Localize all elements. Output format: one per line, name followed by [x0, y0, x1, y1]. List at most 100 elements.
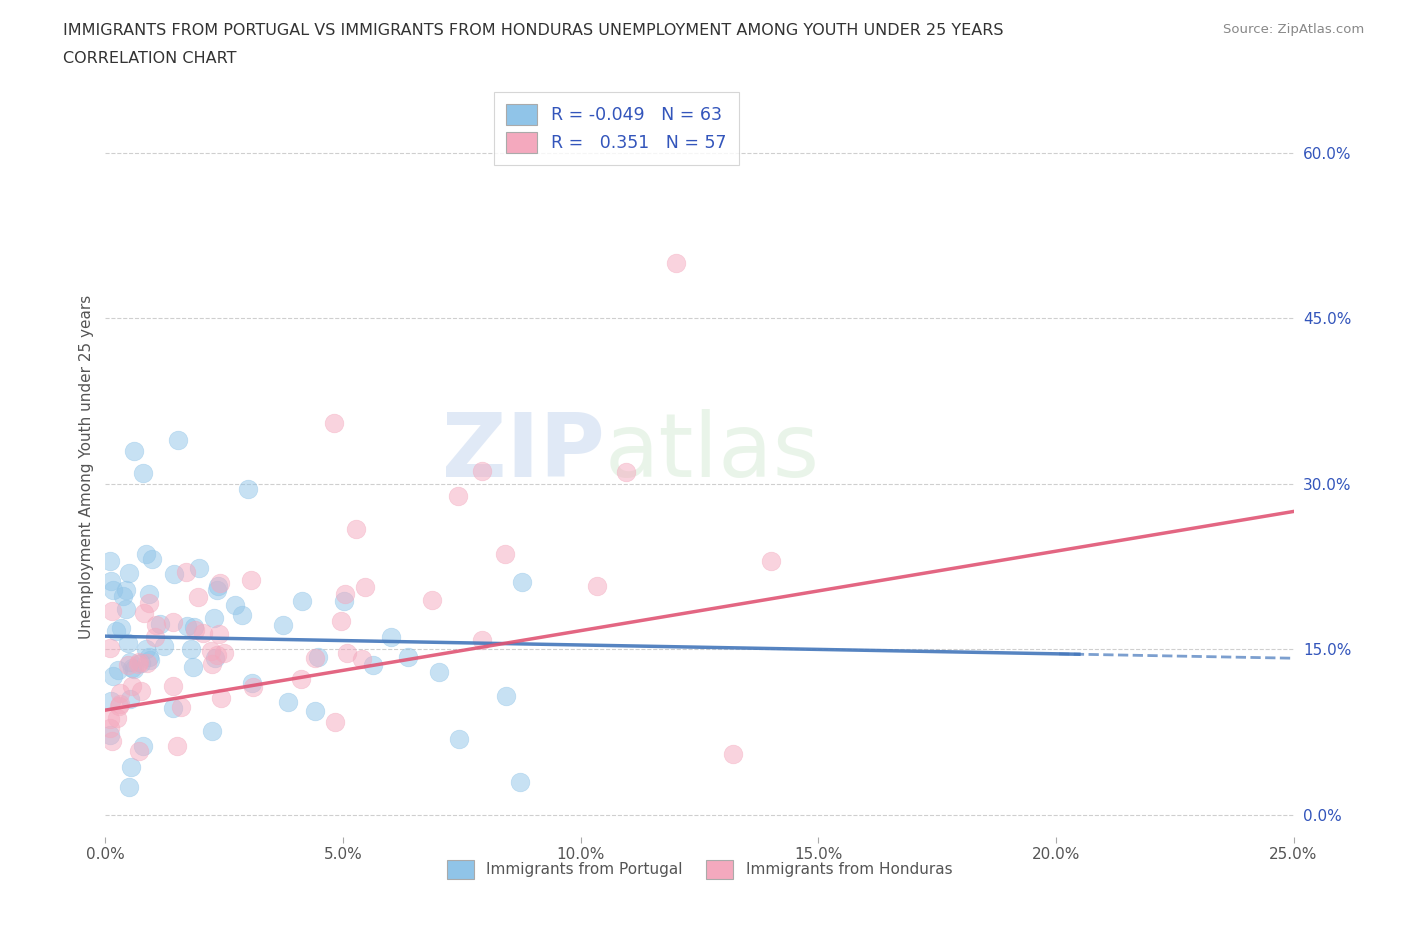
Point: [98, 553, 121, 568]
Point: [110, 621, 132, 636]
Point: [333, 593, 356, 608]
Point: [586, 579, 609, 594]
Point: [117, 658, 139, 672]
Point: [138, 650, 160, 665]
Point: [200, 656, 222, 671]
Point: [132, 605, 155, 620]
Point: [98, 641, 121, 656]
Point: [240, 676, 263, 691]
Point: [208, 576, 231, 591]
Point: [380, 629, 402, 644]
Point: [352, 652, 374, 667]
Point: [240, 572, 263, 587]
Point: [162, 615, 184, 630]
Text: Source: ZipAtlas.com: Source: ZipAtlas.com: [1223, 23, 1364, 36]
Point: [325, 715, 347, 730]
Point: [191, 626, 214, 641]
Point: [322, 416, 344, 431]
Point: [100, 734, 122, 749]
Point: [447, 488, 470, 503]
Point: [495, 689, 517, 704]
Point: [108, 698, 131, 713]
Point: [121, 661, 143, 676]
Point: [204, 650, 226, 665]
Point: [114, 583, 136, 598]
Point: [184, 622, 207, 637]
Point: [224, 597, 246, 612]
Point: [132, 465, 155, 480]
Point: [98, 711, 121, 726]
Point: [135, 642, 157, 657]
Point: [329, 613, 352, 628]
Point: [236, 482, 259, 497]
Point: [188, 560, 211, 575]
Point: [138, 595, 160, 610]
Point: [170, 699, 193, 714]
Point: [721, 747, 744, 762]
Point: [139, 653, 162, 668]
Point: [208, 627, 231, 642]
Point: [183, 619, 205, 634]
Y-axis label: Unemployment Among Youth under 25 years: Unemployment Among Youth under 25 years: [79, 295, 94, 640]
Point: [304, 704, 326, 719]
Point: [209, 691, 232, 706]
Point: [127, 657, 149, 671]
Point: [162, 700, 184, 715]
Point: [112, 589, 135, 604]
Point: [132, 738, 155, 753]
Text: IMMIGRANTS FROM PORTUGAL VS IMMIGRANTS FROM HONDURAS UNEMPLOYMENT AMONG YOUTH UN: IMMIGRANTS FROM PORTUGAL VS IMMIGRANTS F…: [63, 23, 1004, 38]
Point: [129, 684, 152, 698]
Point: [242, 679, 264, 694]
Point: [187, 590, 209, 604]
Point: [205, 648, 228, 663]
Legend: Immigrants from Portugal, Immigrants from Honduras: Immigrants from Portugal, Immigrants fro…: [440, 854, 959, 884]
Point: [205, 583, 228, 598]
Point: [149, 617, 172, 631]
Point: [98, 728, 121, 743]
Point: [353, 579, 375, 594]
Text: ZIP: ZIP: [441, 409, 605, 496]
Point: [201, 724, 224, 738]
Point: [118, 565, 141, 580]
Point: [163, 567, 186, 582]
Point: [117, 635, 139, 650]
Point: [129, 656, 152, 671]
Point: [100, 573, 122, 588]
Point: [118, 655, 141, 670]
Point: [291, 593, 314, 608]
Point: [107, 662, 129, 677]
Point: [153, 638, 176, 653]
Point: [121, 679, 143, 694]
Point: [180, 641, 202, 656]
Point: [509, 775, 531, 790]
Point: [510, 575, 533, 590]
Point: [166, 432, 188, 447]
Point: [447, 731, 470, 746]
Point: [128, 655, 150, 670]
Point: [98, 721, 121, 736]
Point: [141, 551, 163, 566]
Point: [108, 685, 131, 700]
Point: [174, 565, 197, 579]
Text: CORRELATION CHART: CORRELATION CHART: [63, 51, 236, 66]
Point: [200, 644, 222, 658]
Point: [118, 780, 141, 795]
Point: [346, 522, 368, 537]
Point: [207, 578, 229, 593]
Point: [494, 547, 516, 562]
Point: [271, 618, 294, 632]
Point: [138, 586, 160, 601]
Point: [361, 658, 384, 672]
Point: [145, 618, 167, 632]
Point: [307, 650, 329, 665]
Point: [333, 587, 356, 602]
Point: [101, 604, 124, 618]
Point: [166, 738, 188, 753]
Point: [471, 464, 494, 479]
Point: [290, 672, 312, 687]
Point: [162, 678, 184, 693]
Point: [761, 553, 783, 568]
Point: [396, 650, 419, 665]
Point: [336, 645, 359, 660]
Point: [114, 602, 136, 617]
